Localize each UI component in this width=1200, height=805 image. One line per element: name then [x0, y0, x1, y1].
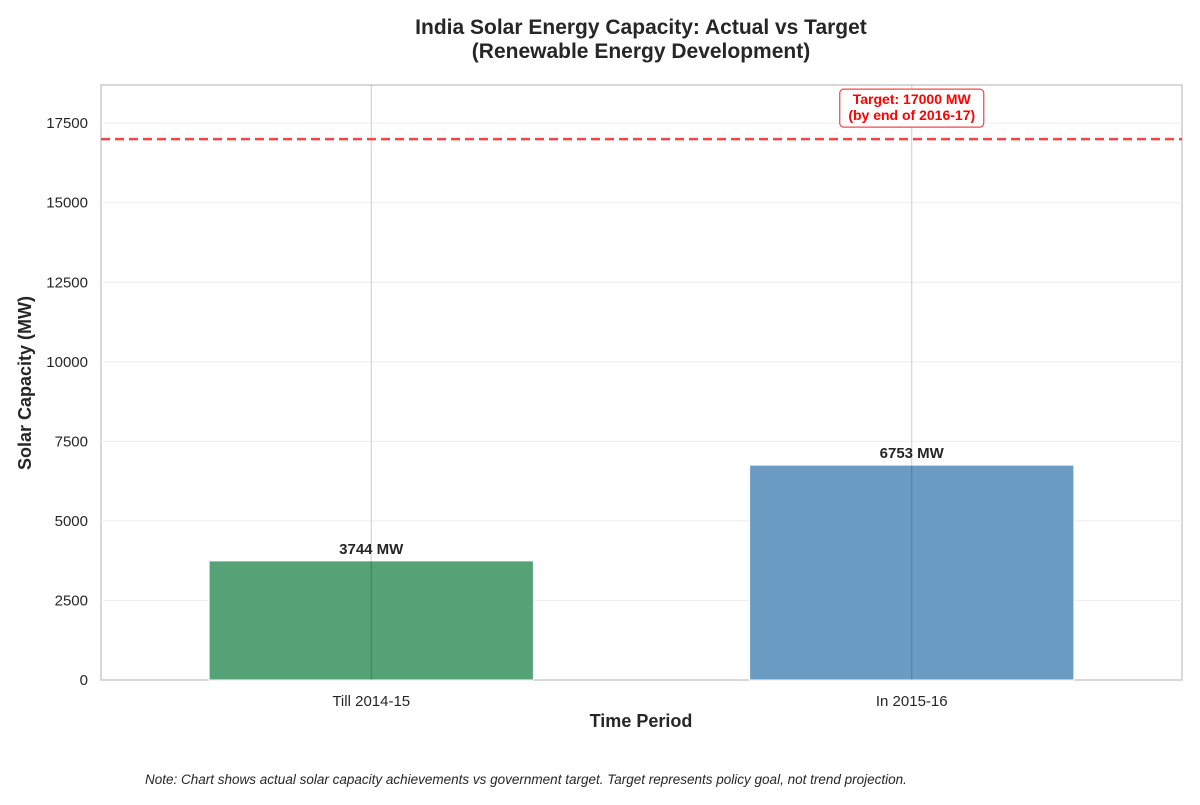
vertical-gridlines: [370, 85, 913, 680]
x-axis-ticks: Till 2014-15 In 2015-16: [332, 693, 947, 710]
y-tick-label: 0: [80, 672, 88, 689]
y-tick-label: 12500: [46, 274, 88, 291]
y-tick-label: 2500: [55, 592, 88, 609]
bar-value-label: 3744 MW: [339, 541, 404, 558]
bar: [749, 464, 1075, 681]
bars: [208, 464, 1075, 681]
y-tick-label: 7500: [55, 433, 88, 450]
x-tick-label: Till 2014-15: [332, 693, 410, 710]
bar-labels: 3744 MW 6753 MW: [339, 445, 945, 558]
x-axis-label: Time Period: [590, 711, 693, 731]
chart-note: Note: Chart shows actual solar capacity …: [145, 772, 907, 787]
y-axis-label: Solar Capacity (MW): [15, 296, 35, 470]
y-tick-label: 17500: [46, 115, 88, 132]
y-tick-label: 15000: [46, 195, 88, 212]
y-tick-label: 10000: [46, 354, 88, 371]
target-group: Target: 17000 MW (by end of 2016-17): [101, 88, 1182, 141]
target-annotation-box: [839, 88, 985, 128]
target-annotation-line-1: Target: 17000 MW: [853, 91, 972, 107]
bar-value-label: 6753 MW: [880, 445, 945, 462]
chart-title-line-2: (Renewable Energy Development): [472, 40, 810, 63]
x-tick-label: In 2015-16: [876, 693, 948, 710]
y-tick-label: 5000: [55, 513, 88, 530]
bar: [208, 560, 534, 681]
y-axis-ticks: 0 2500 5000 7500 10000 12500 15000 17500: [46, 115, 88, 689]
chart-title-line-1: India Solar Energy Capacity: Actual vs T…: [415, 16, 867, 39]
target-annotation-line-2: (by end of 2016-17): [848, 107, 975, 123]
